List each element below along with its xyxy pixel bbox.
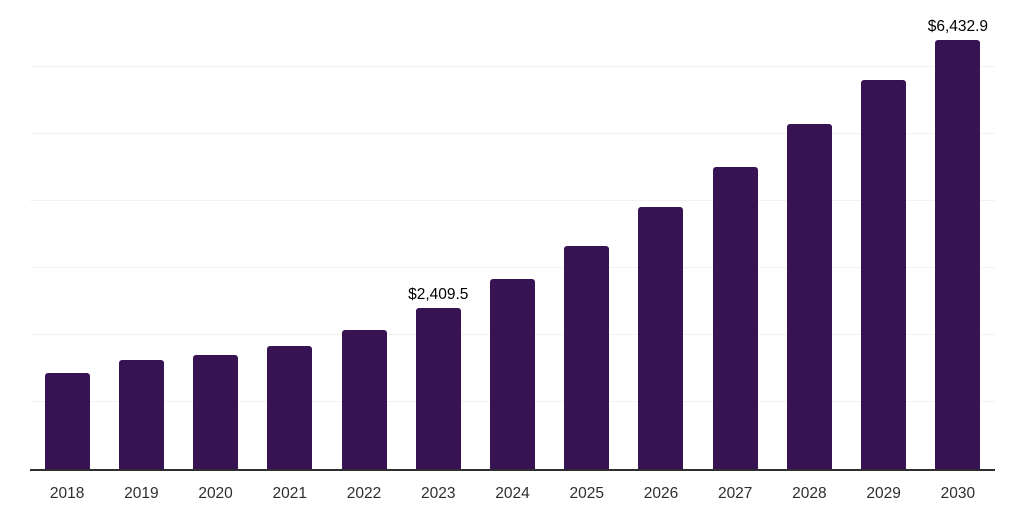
x-tick-label-2019: 2019 [124,485,159,502]
x-tick-label-2021: 2021 [272,485,308,502]
x-tick-label-2023: 2023 [421,485,456,502]
x-axis-tick-labels: 2018 2019 2020 2021 2022 2023 2024 2025 2026 2027… [30,484,995,504]
x-tick-label-2028: 2028 [792,485,827,502]
bar-2022 [341,329,387,469]
x-tick-label-2024: 2024 [495,485,530,502]
bar-2027 [712,167,758,469]
bar-2023 [415,308,461,469]
plot-area: $2,409.5 $6,432.9 [30,0,995,469]
x-tick-label-2030: 2030 [940,485,976,502]
bar-value-label-2030: $6,432.9 [927,17,989,35]
bar-2019 [118,359,164,469]
bar-value-label-2023: $2,409.5 [408,285,469,303]
bar-2025 [564,245,610,469]
x-tick-label-2020: 2020 [198,485,233,502]
bar-2028 [786,124,832,469]
bar-2024 [490,279,535,469]
bar-2030 [935,40,981,469]
x-axis-line [30,469,995,471]
x-tick-label-2027: 2027 [717,485,753,502]
bar-2018 [44,373,90,469]
gridline [30,133,995,134]
gridline [30,66,995,67]
x-tick-label-2029: 2029 [866,485,901,502]
x-tick-label-2025: 2025 [569,485,604,502]
x-tick-label-2022: 2022 [346,485,382,502]
bar-2029 [861,80,907,469]
bar-2021 [267,345,313,469]
x-tick-label-2018: 2018 [49,485,85,502]
x-tick-label-2026: 2026 [643,485,679,502]
bar-2020 [193,354,239,469]
gridline [30,200,995,201]
gridline [30,267,995,268]
bar-2026 [638,207,684,469]
